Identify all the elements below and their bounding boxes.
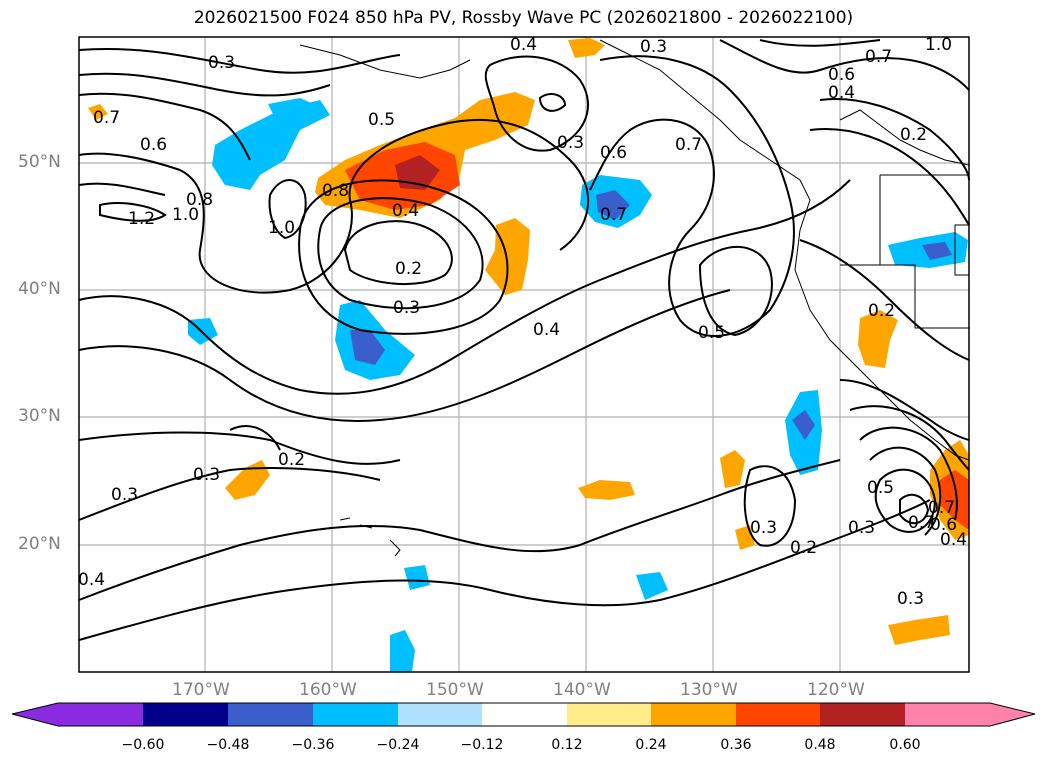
colorbar-bin bbox=[482, 703, 567, 726]
contour-label: 0.7 bbox=[93, 108, 120, 128]
contour-label: 1.0 bbox=[268, 218, 295, 238]
contour-label: 0.3 bbox=[640, 37, 667, 57]
contour-label: 0.4 bbox=[78, 570, 105, 590]
colorbar-tick: −0.24 bbox=[376, 737, 420, 753]
contour-label: 1.2 bbox=[128, 209, 155, 229]
coastlines bbox=[299, 39, 970, 557]
contour-label: 0.3 bbox=[750, 518, 777, 538]
lat-label-50n: 50°N bbox=[18, 152, 61, 172]
lon-label-130w: 130°W bbox=[680, 680, 738, 700]
contour-label: 0.2 bbox=[395, 259, 422, 279]
colorbar-extend-high bbox=[990, 703, 1035, 726]
contour-label: 0.7 bbox=[600, 205, 627, 225]
contour-label: 1.0 bbox=[172, 205, 199, 225]
contour-label: 1.0 bbox=[925, 35, 952, 55]
contour-label: 0.3 bbox=[557, 133, 584, 153]
contour-label: 0.6 bbox=[828, 65, 855, 85]
contour-label: 0.7 bbox=[928, 498, 955, 518]
contour-label: 0.2 bbox=[900, 125, 927, 145]
colorbar-tick: 0.48 bbox=[804, 737, 836, 753]
contour-label: 0.5 bbox=[867, 478, 894, 498]
contour-label: 0.7 bbox=[675, 135, 702, 155]
contour-label: 0.2 bbox=[278, 450, 305, 470]
lat-label-40n: 40°N bbox=[18, 279, 61, 299]
contour-label: 0.4 bbox=[392, 201, 419, 221]
colorbar-bin bbox=[567, 703, 651, 726]
pv-contours bbox=[78, 39, 970, 641]
lon-label-140w: 140°W bbox=[553, 680, 611, 700]
contour-label: 0.6 bbox=[930, 515, 957, 535]
colorbar-tick: 0.24 bbox=[635, 737, 667, 753]
lat-label-20n: 20°N bbox=[18, 534, 61, 554]
colorbar-bin bbox=[313, 703, 398, 726]
contour-label: 0.2 bbox=[868, 301, 895, 321]
lon-label-160w: 160°W bbox=[299, 680, 357, 700]
colorbar bbox=[11, 702, 1036, 727]
colorbar-bin bbox=[58, 703, 143, 726]
colorbar-tick: −0.12 bbox=[460, 737, 504, 753]
colorbar-bin bbox=[736, 703, 820, 726]
lon-label-120w: 120°W bbox=[807, 680, 865, 700]
contour-label: 0.4 bbox=[828, 83, 855, 103]
colorbar-bin bbox=[228, 703, 313, 726]
map-frame-border bbox=[78, 36, 970, 673]
contour-label: 0.4 bbox=[533, 320, 560, 340]
contour-label: 0.5 bbox=[368, 110, 395, 130]
colorbar-bin bbox=[905, 703, 990, 726]
contour-label: 0.5 bbox=[698, 323, 725, 343]
colorbar-tick: 0.36 bbox=[720, 737, 752, 753]
contour-label: 0.3 bbox=[848, 518, 875, 538]
contour-label: 0.3 bbox=[897, 589, 924, 609]
colorbar-tick: −0.36 bbox=[291, 737, 335, 753]
contour-label: 0.3 bbox=[111, 485, 138, 505]
lon-label-150w: 150°W bbox=[426, 680, 484, 700]
colorbar-tick: −0.60 bbox=[121, 737, 165, 753]
lat-label-30n: 30°N bbox=[18, 406, 61, 426]
colorbar-bin bbox=[143, 703, 228, 726]
contour-label: 0.7 bbox=[865, 47, 892, 67]
contour-label: 0.6 bbox=[140, 135, 167, 155]
colorbar-bin bbox=[398, 703, 482, 726]
lon-label-170w: 170°W bbox=[172, 680, 230, 700]
colorbar-tick: −0.48 bbox=[206, 737, 250, 753]
contour-label: 0.8 bbox=[186, 190, 213, 210]
contour-label: 0.4 bbox=[510, 35, 537, 55]
contour-label: 0.3 bbox=[393, 298, 420, 318]
colorbar-outline bbox=[11, 702, 1036, 727]
pv-anomaly-shading bbox=[88, 38, 969, 672]
contour-label: 0.3 bbox=[208, 53, 235, 73]
contour-label: 0.8 bbox=[322, 181, 349, 201]
colorbar-bin bbox=[651, 703, 736, 726]
colorbar-tick: 0.12 bbox=[551, 737, 583, 753]
contour-labels: 0.3 0.4 0.3 0.8 1.0 0.5 0.7 0.6 0.6 0.7 … bbox=[78, 35, 967, 609]
contour-label: 0.7 bbox=[908, 513, 935, 533]
colorbar-extend-low bbox=[12, 703, 58, 726]
contour-label: 0.2 bbox=[790, 538, 817, 558]
contour-label: 0.3 bbox=[193, 465, 220, 485]
contour-label: 0.4 bbox=[940, 530, 967, 550]
map-frame-bg bbox=[79, 37, 969, 672]
contour-label: 0.6 bbox=[600, 143, 627, 163]
colorbar-tick: 0.60 bbox=[889, 737, 921, 753]
map-title: 2026021500 F024 850 hPa PV, Rossby Wave … bbox=[193, 8, 854, 28]
colorbar-bin bbox=[820, 703, 905, 726]
